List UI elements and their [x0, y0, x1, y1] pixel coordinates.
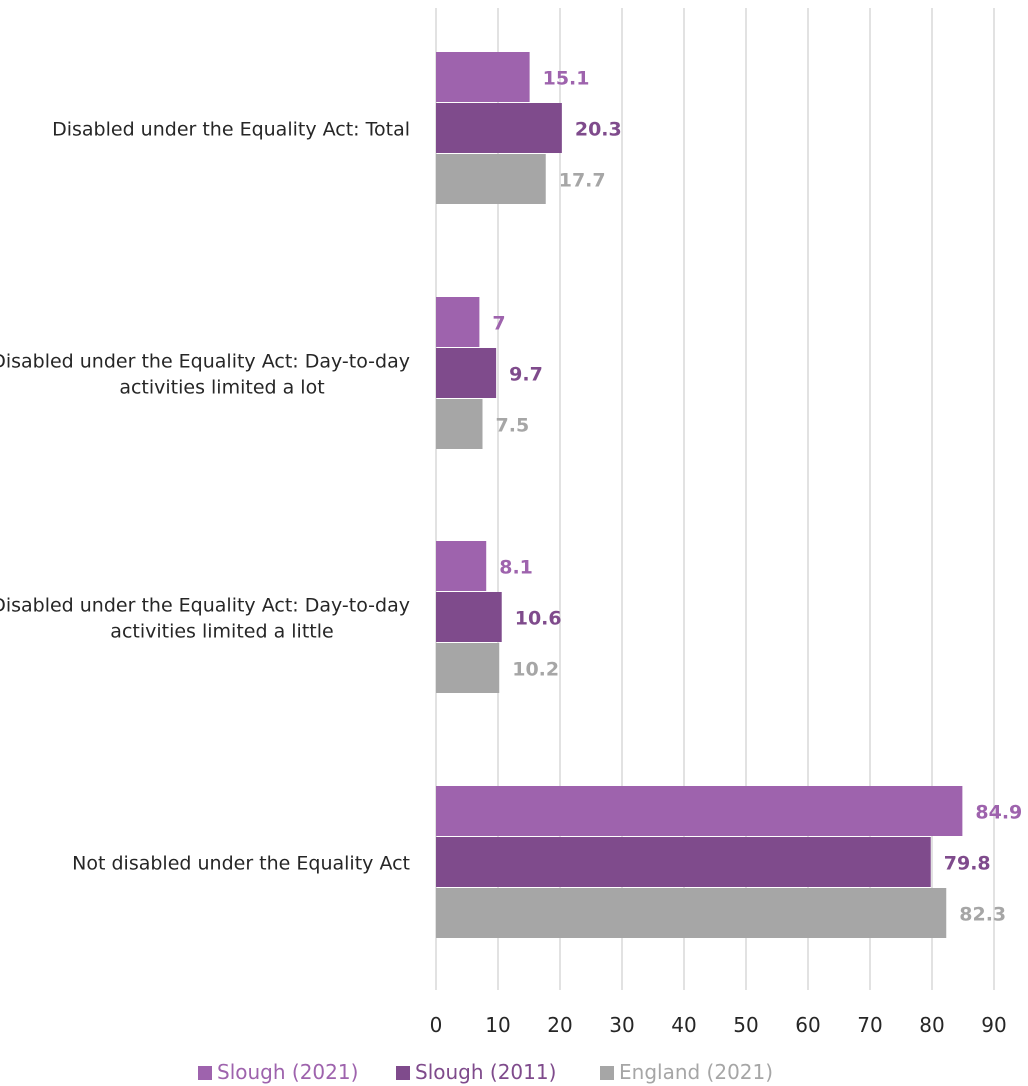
category-label: activities limited a little — [110, 621, 333, 643]
data-label: 8.1 — [499, 557, 533, 579]
data-label: 79.8 — [944, 853, 991, 875]
x-tick-label: 20 — [547, 1013, 572, 1037]
x-tick-label: 90 — [981, 1013, 1006, 1037]
category-label: Not disabled under the Equality Act — [72, 853, 410, 875]
data-label: 82.3 — [959, 904, 1006, 926]
legend-swatch — [198, 1066, 212, 1080]
bar — [436, 399, 483, 449]
x-tick-label: 80 — [919, 1013, 944, 1037]
category-labels: Disabled under the Equality Act: Total Di… — [0, 119, 410, 875]
data-label: 9.7 — [509, 364, 543, 386]
legend-entry: Slough (2011) — [415, 1060, 556, 1084]
bar — [436, 541, 487, 591]
x-axis-ticks: 0 10 20 30 40 50 60 70 80 90 — [430, 1013, 1007, 1037]
category-label: Disabled under the Equality Act: Day-to-… — [0, 351, 410, 373]
legend-swatch — [600, 1066, 614, 1080]
bar — [436, 888, 947, 938]
bar — [436, 348, 497, 398]
x-tick-label: 70 — [857, 1013, 882, 1037]
bar — [436, 643, 500, 693]
bar — [436, 786, 963, 836]
bar — [436, 52, 530, 102]
x-tick-label: 0 — [430, 1013, 443, 1037]
x-tick-label: 50 — [733, 1013, 758, 1037]
x-tick-label: 60 — [795, 1013, 820, 1037]
legend[interactable]: Slough (2021) Slough (2011) England (2021) — [198, 1060, 773, 1084]
bar — [436, 154, 546, 204]
data-label: 20.3 — [575, 119, 622, 141]
category-label: Disabled under the Equality Act: Day-to-… — [0, 595, 410, 617]
legend-swatch — [396, 1066, 410, 1080]
data-label: 7 — [492, 313, 505, 335]
data-label: 84.9 — [975, 802, 1022, 824]
x-tick-label: 30 — [609, 1013, 634, 1037]
legend-entry: Slough (2021) — [217, 1060, 358, 1084]
data-label: 7.5 — [496, 415, 530, 437]
data-label: 10.2 — [512, 659, 559, 681]
bar — [436, 103, 562, 153]
category-label: Disabled under the Equality Act: Total — [52, 119, 410, 141]
data-label: 10.6 — [515, 608, 562, 630]
legend-entry: England (2021) — [619, 1060, 773, 1084]
data-labels: 15.1 20.3 17.7 7 9.7 7.5 8.1 10.6 10.2 84.9 79.8 82… — [492, 68, 1022, 926]
x-tick-label: 40 — [671, 1013, 696, 1037]
bar — [436, 297, 480, 347]
category-label: activities limited a lot — [119, 377, 324, 399]
data-label: 15.1 — [543, 68, 590, 90]
bars — [436, 52, 963, 938]
bar — [436, 592, 502, 642]
bar — [436, 837, 931, 887]
data-label: 17.7 — [559, 170, 606, 192]
x-tick-label: 10 — [485, 1013, 510, 1037]
